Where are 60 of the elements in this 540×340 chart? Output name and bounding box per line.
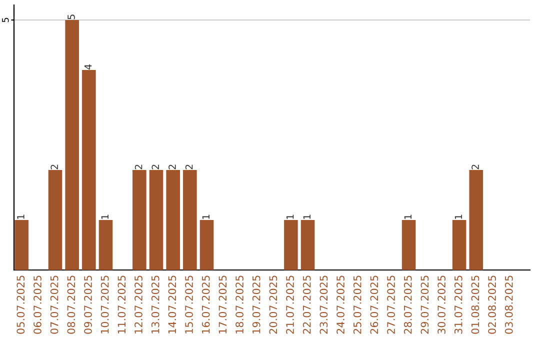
bar xyxy=(65,20,79,270)
data-label: 2 xyxy=(185,164,193,170)
bar xyxy=(284,220,298,270)
x-tick-label: 17.07.2025 xyxy=(218,276,227,334)
bar xyxy=(82,70,96,270)
data-label: 1 xyxy=(404,214,412,219)
x-tick-label: 05.07.2025 xyxy=(16,276,25,334)
data-label: 1 xyxy=(454,214,462,219)
x-tick-label: 08.07.2025 xyxy=(67,276,76,334)
data-label: 1 xyxy=(101,214,108,219)
x-tick-label: 28.07.2025 xyxy=(404,276,412,334)
x-tick-label: 16.07.2025 xyxy=(202,276,210,334)
x-tick-label: 07.07.2025 xyxy=(50,276,58,334)
data-label: 2 xyxy=(472,164,479,170)
bar xyxy=(200,220,214,270)
bar xyxy=(469,170,484,270)
data-label: 4 xyxy=(84,64,92,70)
x-tick-label: 31.07.2025 xyxy=(454,276,462,334)
bar xyxy=(183,170,197,270)
x-tick-label: 24.07.2025 xyxy=(336,276,344,334)
x-tick-label: 14.07.2025 xyxy=(168,276,176,334)
x-tick-label: 15.07.2025 xyxy=(185,276,193,334)
data-label: 1 xyxy=(202,214,210,219)
data-label: 2 xyxy=(152,164,159,170)
bar xyxy=(14,220,28,270)
data-label: 2 xyxy=(168,164,176,170)
data-label: 5 xyxy=(68,14,75,20)
bar xyxy=(166,170,180,270)
x-tick-label: 01.08.2025 xyxy=(471,276,480,334)
bar xyxy=(452,220,466,270)
x-tick-label: 23.07.2025 xyxy=(320,276,328,334)
data-label: 1 xyxy=(286,214,294,219)
bar xyxy=(132,170,146,270)
x-tick-label: 26.07.2025 xyxy=(370,276,378,334)
x-tick-label: 10.07.2025 xyxy=(100,276,109,334)
bar xyxy=(300,220,315,270)
x-tick-label: 09.07.2025 xyxy=(84,276,92,334)
x-tick-label: 27.07.2025 xyxy=(387,276,395,334)
x-tick-label: 13.07.2025 xyxy=(151,276,160,334)
x-tick-label: 21.07.2025 xyxy=(286,276,294,334)
bar xyxy=(402,220,416,270)
data-label: 2 xyxy=(134,164,142,170)
data-label: 2 xyxy=(50,164,58,170)
x-tick-label: 29.07.2025 xyxy=(420,276,429,334)
bar xyxy=(48,170,62,270)
x-tick-label: 19.07.2025 xyxy=(252,276,260,334)
x-tick-label: 06.07.2025 xyxy=(34,276,42,334)
x-tick-label: 18.07.2025 xyxy=(236,276,244,334)
x-tick-label: 12.07.2025 xyxy=(134,276,142,334)
x-tick-label: 02.08.2025 xyxy=(488,276,496,334)
x-tick-label: 03.08.2025 xyxy=(504,276,513,334)
x-tick-label: 11.07.2025 xyxy=(118,276,126,334)
bar xyxy=(149,170,164,270)
x-tick-label: 20.07.2025 xyxy=(269,276,278,334)
x-tick-label: 25.07.2025 xyxy=(353,276,362,334)
data-label: 1 xyxy=(303,214,310,219)
data-label: 1 xyxy=(17,214,24,219)
bar xyxy=(98,220,113,270)
x-tick-label: 30.07.2025 xyxy=(438,276,446,334)
x-tick-label: 22.07.2025 xyxy=(302,276,311,334)
